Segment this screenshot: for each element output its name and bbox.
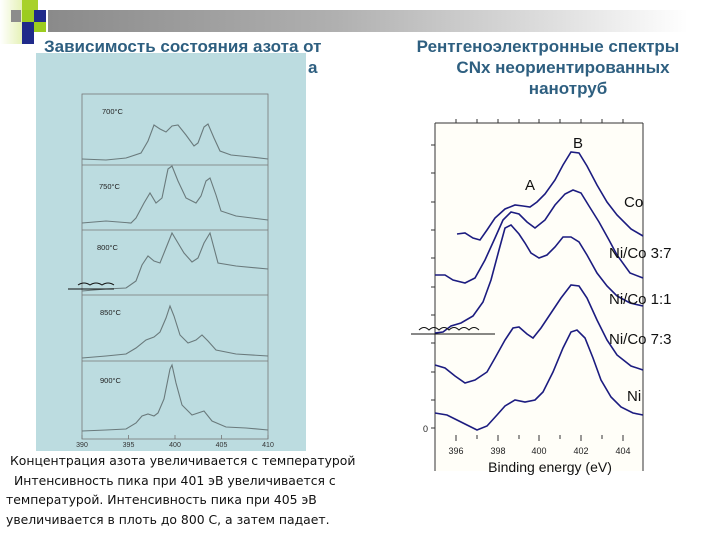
curve-ni-co-11 (434, 224, 644, 334)
x-tick-402: 402 (573, 446, 588, 456)
left-chart-panel: 390 395 400 405 410 Binding energy, ev 7… (36, 53, 306, 460)
x-tick-400: 400 (531, 446, 546, 456)
x-tick-404: 404 (615, 446, 630, 456)
right-title: Рентгеноэлектронные спектры CNx неориент… (384, 36, 712, 99)
curve-ni (434, 329, 644, 431)
label-ni-co-11: Ni/Co 1:1 (609, 291, 672, 308)
trace-750 (81, 165, 269, 224)
x-tick-390: 390 (76, 442, 88, 449)
label-ni: Ni (627, 388, 641, 405)
right-title-line3: нанотруб (528, 79, 608, 98)
trace-850 (81, 304, 269, 359)
curve-ni-co-73 (434, 284, 644, 384)
caption-text: Концентрация азота увеличивается с темпе… (6, 451, 396, 529)
left-title-line1: Зависимость состояния азота от (44, 37, 322, 56)
label-900: 900°C (100, 376, 122, 385)
x-tick-396: 396 (448, 446, 463, 456)
label-800: 800°C (97, 243, 119, 252)
annotation-a: A (525, 177, 535, 194)
overlay-artifact (411, 327, 495, 335)
x-tick-405: 405 (216, 442, 228, 449)
label-co: Co (624, 194, 643, 211)
caption-line1: Концентрация азота увеличивается с темпе… (10, 453, 356, 468)
title-gradient-bar (48, 10, 688, 32)
label-750: 750°C (99, 182, 121, 191)
trace-800 (81, 231, 269, 292)
left-title: Зависимость состояния азота от а (44, 36, 384, 78)
overlay-artifact (68, 282, 115, 290)
label-700: 700°C (102, 107, 124, 116)
right-x-axis-label: Binding energy (eV) (488, 459, 612, 475)
caption-line2: Интенсивность пика при 401 эВ увеличивае… (14, 472, 336, 488)
cnx-nanotube-spectra-chart: 0 396 398 400 402 404 Binding energy (eV… (411, 119, 672, 475)
x-tick-398: 398 (490, 446, 505, 456)
label-ni-co-73: Ni/Co 7:3 (609, 331, 672, 348)
curve-ni-co-37 (435, 189, 644, 284)
label-850: 850°C (100, 308, 122, 317)
annotation-b: B (573, 135, 583, 152)
y-tick-0: 0 (423, 424, 428, 434)
right-title-line1: Рентгеноэлектронные спектры (416, 37, 680, 56)
x-tick-400: 400 (169, 442, 181, 449)
label-ni-co-37: Ni/Co 3:7 (609, 245, 672, 262)
x-tick-395: 395 (123, 442, 135, 449)
temperature-spectra-chart: 390 395 400 405 410 Binding energy, ev 7… (68, 93, 274, 460)
right-title-line2: CNx неориентированных (456, 58, 670, 77)
caption-line4: увеличивается в плоть до 800 С, а затем … (6, 511, 330, 527)
caption-line3: температурой. Интенсивность пика при 405… (6, 492, 317, 507)
curve-co (456, 151, 644, 241)
x-tick-410: 410 (262, 442, 274, 449)
right-chart: 0 396 398 400 402 404 Binding energy (eV… (395, 110, 705, 485)
trace-700 (81, 123, 269, 161)
trace-900 (81, 363, 269, 432)
left-title-line2: а (308, 58, 318, 77)
